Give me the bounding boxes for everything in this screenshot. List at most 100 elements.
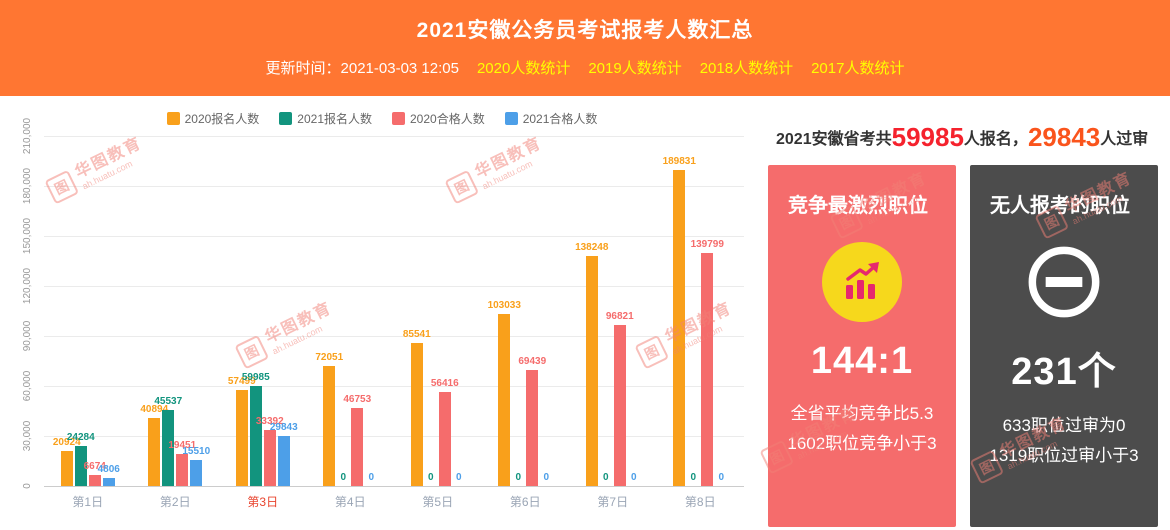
bar: 189831: [663, 136, 696, 486]
bar-group: 138248 0 96821 0: [569, 136, 657, 486]
bar: 0: [453, 136, 465, 486]
summary-suffix: 人过审: [1100, 131, 1149, 148]
bar-value-label: 15510: [182, 446, 211, 457]
bar-value-label: 0: [455, 472, 462, 483]
bar-value-label: 20924: [52, 437, 81, 448]
x-tick-label: 第1日: [72, 495, 104, 509]
bar: 103033: [488, 136, 521, 486]
bar: 0: [600, 136, 612, 486]
legend-item[interactable]: 2020合格人数: [392, 110, 485, 127]
bar-value-label: 0: [543, 472, 550, 483]
bar-rect: [60, 451, 73, 486]
bar-value-label: 189831: [662, 156, 696, 167]
legend-label: 2021报名人数: [297, 111, 372, 126]
no-applicants-card-title: 无人报考的职位: [990, 195, 1130, 217]
bar-value-label: 24284: [66, 432, 95, 443]
legend-item[interactable]: 2021合格人数: [504, 110, 598, 127]
bar: 40894: [140, 136, 168, 486]
registration-chart: 2020报名人数 2021报名人数 2020合格人数 2021合格人数 210,000…: [6, 106, 758, 527]
bar-group: 20924 24284 6674 4806: [44, 136, 132, 486]
year-link-2018[interactable]: 2018人数统计: [699, 60, 794, 77]
bar-rect: [102, 478, 115, 486]
summary-middle: 人报名，: [963, 131, 1028, 148]
bar: 45537: [154, 136, 182, 486]
bar: 0: [715, 136, 727, 486]
bar-rect: [323, 366, 336, 486]
bar-group: 85541 0 56416 0: [394, 136, 482, 486]
bar: 69439: [518, 136, 546, 486]
bar-rect: [263, 430, 276, 486]
subheader: 更新时间：2021-03-03 12:05 2020人数统计 2019人数统计 …: [0, 57, 1170, 78]
bar-rect: [701, 253, 714, 486]
competition-card-lines: 全省平均竞争比5.3 1602职位竞争小于3: [768, 399, 956, 459]
bar: 96821: [606, 136, 634, 486]
bar-rect: [162, 410, 175, 486]
competition-line-1: 全省平均竞争比5.3: [790, 404, 934, 423]
header: 2021安徽公务员考试报考人数汇总 更新时间：2021-03-03 12:05 …: [0, 0, 1170, 96]
legend-swatch-icon: [392, 111, 405, 125]
bar-rect: [176, 454, 189, 486]
bar-value-label: 0: [427, 472, 434, 483]
legend-item[interactable]: 2020报名人数: [166, 110, 259, 127]
bar-value-label: 56416: [430, 378, 459, 389]
bar-rect: [613, 325, 626, 486]
bar-rect: [190, 460, 203, 486]
year-link-2020[interactable]: 2020人数统计: [476, 60, 571, 77]
bar-value-label: 0: [602, 472, 609, 483]
legend-swatch-icon: [166, 111, 180, 125]
bar-rect: [74, 446, 87, 486]
stat-cards: 竞争最激烈职位 144:1 全省平均竞争比5.3 1602职位竞: [768, 165, 1158, 527]
x-tick-label: 第3日: [247, 495, 279, 509]
bar: 0: [628, 136, 640, 486]
y-tick-label: 0: [22, 483, 33, 489]
right-panel: 2021安徽省考共59985人报名，29843人过审 竞争最激烈职位 144:: [758, 106, 1170, 527]
bar: 138248: [575, 136, 608, 486]
x-axis: 第1日 第2日 第3日 第4日 第5日 第6日 第7日 第8日: [44, 487, 744, 510]
update-time: 更新时间：2021-03-03 12:05: [265, 60, 459, 77]
summary-prefix: 2021安徽省考共: [776, 131, 892, 148]
bar: 19451: [168, 136, 196, 486]
bar: 15510: [182, 136, 210, 486]
bar-value-label: 6674: [83, 461, 106, 472]
bar: 0: [512, 136, 524, 486]
bar-rect: [351, 408, 364, 486]
no-applicants-line-2: 1319职位过审小于3: [989, 445, 1139, 465]
year-link-2019[interactable]: 2019人数统计: [588, 60, 682, 77]
bar: 0: [365, 136, 377, 486]
no-applicants-card-lines: 633职位过审为0 1319职位过审小于3: [970, 411, 1158, 471]
no-entry-icon: [1024, 242, 1104, 322]
bar-value-label: 40894: [140, 404, 169, 415]
bar-value-label: 45537: [154, 396, 183, 407]
competition-line-2: 1602职位竞争小于3: [787, 433, 937, 453]
bar-value-label: 0: [515, 472, 522, 483]
legend-label: 2021合格人数: [522, 111, 598, 126]
bar-value-label: 138248: [575, 242, 609, 253]
bar-value-label: 46753: [343, 394, 372, 405]
bar: 0: [425, 136, 437, 486]
bar: 72051: [315, 136, 343, 486]
bar: 24284: [67, 136, 95, 486]
competition-card-title: 竞争最激烈职位: [788, 195, 928, 217]
bar-value-label: 0: [690, 472, 697, 483]
bar-group: 57499 59985 33392 29843: [219, 136, 307, 486]
bar: 139799: [691, 136, 724, 486]
bar-value-label: 0: [630, 472, 637, 483]
main-content: 2020报名人数 2021报名人数 2020合格人数 2021合格人数 210,000…: [0, 96, 1170, 527]
bar: 4806: [98, 136, 120, 486]
bar-group: 103033 0 69439 0: [482, 136, 570, 486]
x-tick-label: 第8日: [684, 495, 716, 509]
bar: 6674: [84, 136, 106, 486]
x-tick-label: 第2日: [159, 495, 191, 509]
x-tick-label: 第6日: [509, 495, 541, 509]
gridline: [44, 386, 744, 387]
bar-value-label: 96821: [605, 311, 634, 322]
gridline: [44, 136, 744, 137]
bar-rect: [410, 343, 423, 486]
legend-item[interactable]: 2021报名人数: [279, 110, 372, 127]
bar: 46753: [343, 136, 371, 486]
competition-card: 竞争最激烈职位 144:1 全省平均竞争比5.3 1602职位竞: [768, 165, 956, 527]
year-link-2017[interactable]: 2017人数统计: [811, 60, 905, 77]
chart-plot: 210,000 180,000 150,000 120,000 90,000 60,000…: [22, 118, 744, 489]
page-title: 2021安徽公务员考试报考人数汇总: [416, 19, 754, 42]
